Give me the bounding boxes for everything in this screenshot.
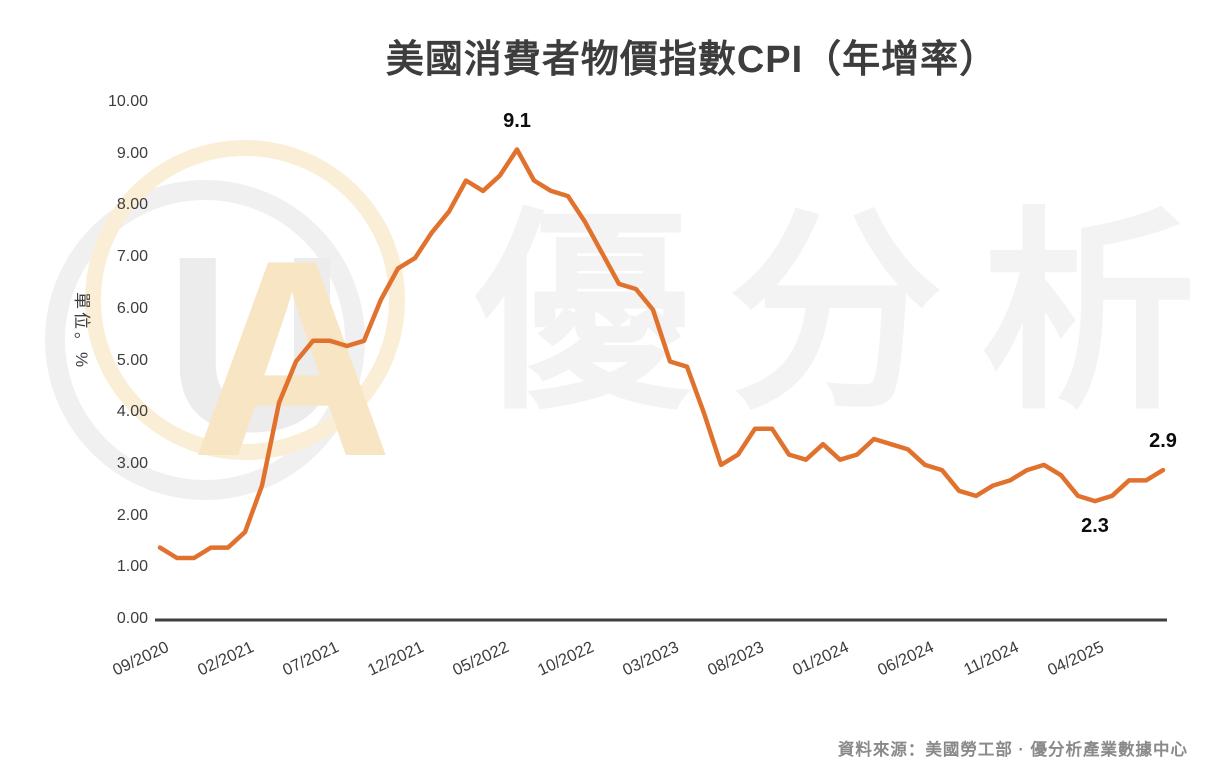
value-annotation: 2.9 <box>1149 430 1177 453</box>
chart-title: 美國消費者物價指數CPI（年增率） <box>385 39 999 81</box>
y-tick-label: 1.00 <box>116 558 148 576</box>
watermark-circle-gray <box>45 180 365 500</box>
ua-logo-watermark: U A <box>45 140 405 515</box>
y-tick-label: 10.00 <box>107 93 148 110</box>
watermark-letter-a: A <box>191 203 393 515</box>
y-tick-label: 9.00 <box>116 144 148 162</box>
value-annotation: 9.1 <box>503 109 531 132</box>
y-tick-label: 3.00 <box>116 454 148 472</box>
y-tick-label: 6.00 <box>116 299 148 317</box>
y-tick-label: 5.00 <box>116 351 148 369</box>
y-tick-label: 4.00 <box>116 403 148 421</box>
y-tick-label: 7.00 <box>116 248 148 266</box>
y-tick-label: 8.00 <box>116 196 148 214</box>
watermark-circle-cream <box>85 140 405 460</box>
y-tick-label: 0.00 <box>116 610 148 627</box>
cpi-line-series <box>157 147 1166 561</box>
value-annotation: 2.3 <box>1081 515 1109 538</box>
source-note: 資料來源：美國勞工部 · 優分析產業數據中心 <box>837 741 1188 759</box>
y-tick-label: 2.00 <box>116 506 148 524</box>
